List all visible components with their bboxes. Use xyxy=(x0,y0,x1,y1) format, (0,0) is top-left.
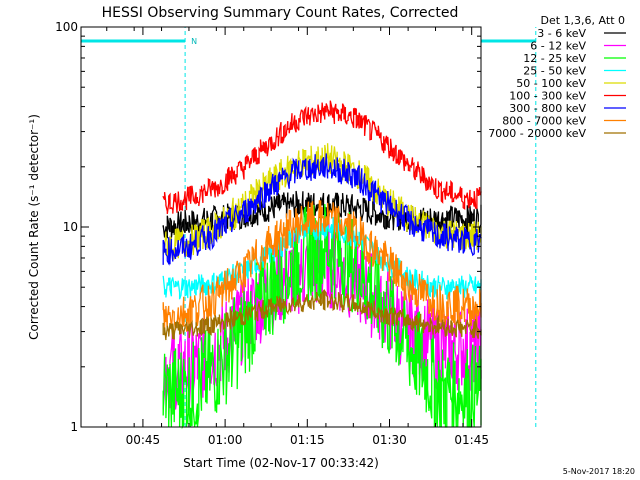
legend-label: 12 - 25 keV xyxy=(523,52,586,65)
legend-label: 800 - 7000 keV xyxy=(502,115,586,128)
y-tick-label: 1 xyxy=(70,420,78,434)
x-tick-label: 01:00 xyxy=(208,433,243,447)
legend-label: 3 - 6 keV xyxy=(537,27,586,40)
series-line xyxy=(162,200,482,332)
chart-title: HESSI Observing Summary Count Rates, Cor… xyxy=(102,5,459,21)
axes: 1 10 100 00:45 01:00 01:15 01:30 01:45 xyxy=(55,20,489,447)
night-flag-label: N xyxy=(191,37,197,46)
y-axis-label: Corrected Count Rate (s⁻¹ detector⁻¹) xyxy=(27,114,41,340)
legend-label: 25 - 50 keV xyxy=(523,65,586,78)
legend-label: 50 - 100 keV xyxy=(516,77,586,90)
series-line xyxy=(162,153,482,266)
legend-label: 7000 - 20000 keV xyxy=(488,127,586,140)
legend-label: 6 - 12 keV xyxy=(530,40,586,53)
x-tick-label: 01:45 xyxy=(454,433,489,447)
legend-title: Det 1,3,6, Att 0 xyxy=(541,14,625,27)
x-axis-label: Start Time (02-Nov-17 00:33:42) xyxy=(183,456,379,470)
series-line xyxy=(162,204,482,430)
series-line xyxy=(162,100,482,214)
legend-label: 100 - 300 keV xyxy=(509,90,586,103)
legend-label: 300 - 800 keV xyxy=(509,102,586,115)
x-tick-label: 01:30 xyxy=(372,433,407,447)
timestamp: 5-Nov-2017 18:20 xyxy=(563,467,635,476)
y-tick-label: 100 xyxy=(55,20,78,34)
x-tick-label: 01:15 xyxy=(290,433,325,447)
series-layer xyxy=(162,100,482,430)
x-tick-label: 00:45 xyxy=(126,433,161,447)
series-line xyxy=(162,288,482,341)
y-tick-label: 10 xyxy=(63,220,78,234)
